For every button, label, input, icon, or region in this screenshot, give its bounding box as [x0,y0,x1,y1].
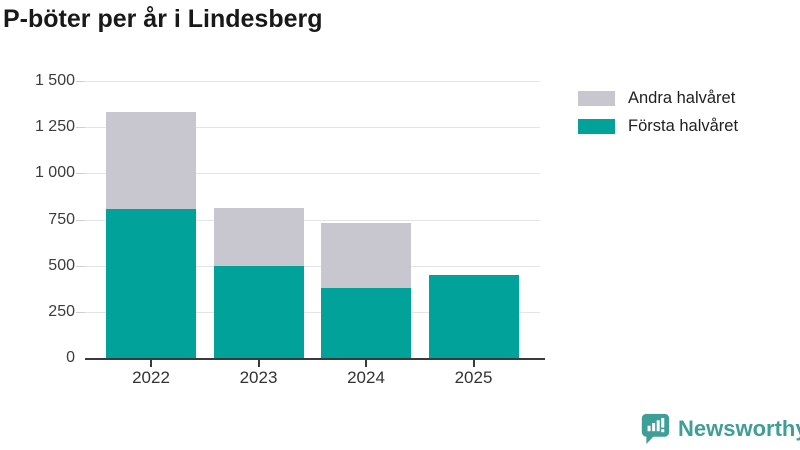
gridline-1250 [85,127,540,129]
ytick-750 [76,219,85,221]
xtick-label-2022: 2022 [132,368,170,387]
xtick-2025 [472,360,475,367]
legend-swatch-forsta-halvaret-teal [578,119,615,134]
xtick-2023 [257,360,260,367]
bar-2024-andra-halvaret [321,223,411,288]
xtick-label-2024: 2024 [347,368,385,387]
ytick-label-750: 750 [48,210,75,228]
gridline-500 [85,265,540,267]
gridline-250 [85,311,540,313]
bar-2022-forsta-halvaret [106,209,196,358]
chart-title: P-böter per år i Lindesberg [3,5,323,33]
gridline-1000 [85,173,540,175]
chart-legend: Andra halvåret Första halvåret [578,89,739,147]
ytick-label-500: 500 [48,256,75,274]
newsworthy-logo[interactable]: Newsworthy [640,412,800,445]
ytick-1500 [76,81,85,82]
newsworthy-logo-text: Newsworthy [678,415,800,441]
gridline-1500 [85,81,540,82]
x-axis-line [85,358,545,360]
ytick-label-1500: 1 500 [34,72,75,89]
ytick-label-1250: 1 250 [34,118,75,136]
legend-item-forsta-halvaret: Första halvåret [578,117,739,135]
bar-2022-andra-halvaret [106,112,196,210]
ytick-250 [76,311,85,313]
bar-2023-andra-halvaret [213,208,304,266]
ytick-label-1000: 1 000 [34,164,75,182]
xtick-2022 [150,360,152,367]
legend-label-andra-halvaret: Andra halvåret [628,89,736,107]
legend-item-andra-halvaret: Andra halvåret [578,89,738,107]
bar-2025-forsta-halvaret [428,274,519,358]
xtick-label-2025: 2025 [454,368,493,387]
ytick-label-0: 0 [66,349,75,366]
ytick-500 [76,265,85,267]
gridline-750 [85,219,540,221]
bar-2023-forsta-halvaret [213,265,304,358]
newsworthy-logo-icon [641,413,670,444]
ytick-label-250: 250 [48,302,75,320]
xtick-2024 [365,360,367,367]
xtick-label-2023: 2023 [239,368,278,387]
ytick-1000 [76,173,85,175]
legend-swatch-andra-halvaret-gray [578,91,615,106]
legend-label-forsta-halvaret: Första halvåret [628,117,739,135]
bar-2024-forsta-halvaret [321,287,411,358]
ytick-1250 [76,127,85,129]
